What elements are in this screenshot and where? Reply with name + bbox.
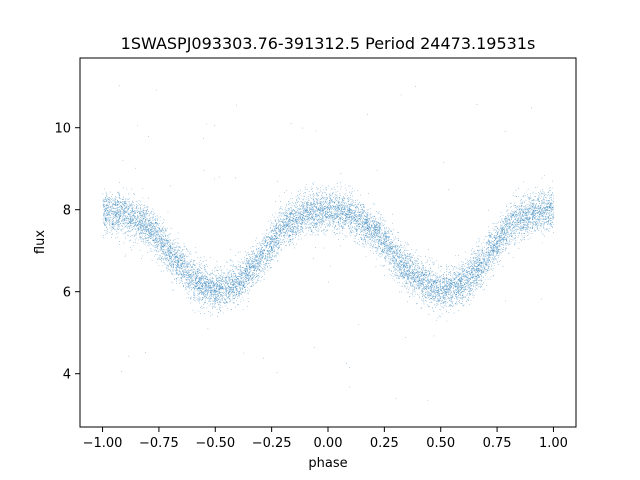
x-tick-label: −1.00 [83, 436, 123, 451]
x-tick-label: 0.50 [426, 436, 455, 451]
y-tick-label: 8 [63, 204, 71, 219]
x-tick-label: 1.00 [539, 436, 568, 451]
x-tick-label: −0.25 [252, 436, 292, 451]
y-axis-label: flux [33, 230, 48, 254]
x-tick-label: 0.75 [483, 436, 512, 451]
x-tick-label: 0.00 [314, 436, 343, 451]
chart-title: 1SWASPJ093303.76-391312.5 Period 24473.1… [121, 34, 536, 53]
x-tick-label: 0.25 [370, 436, 399, 451]
x-tick-label: −0.50 [195, 436, 235, 451]
x-axis-label: phase [308, 456, 347, 471]
x-axis: −1.00 −0.75 −0.50 −0.25 0.00 0.25 0.50 0.75 1.00 [83, 427, 568, 451]
data-points [102, 85, 554, 401]
x-tick-label: −0.75 [139, 436, 179, 451]
y-tick-label: 4 [63, 368, 71, 383]
y-axis: 4 6 8 10 [54, 122, 80, 383]
scatter-points [102, 85, 554, 401]
y-tick-label: 10 [54, 122, 71, 137]
y-tick-label: 6 [63, 286, 71, 301]
